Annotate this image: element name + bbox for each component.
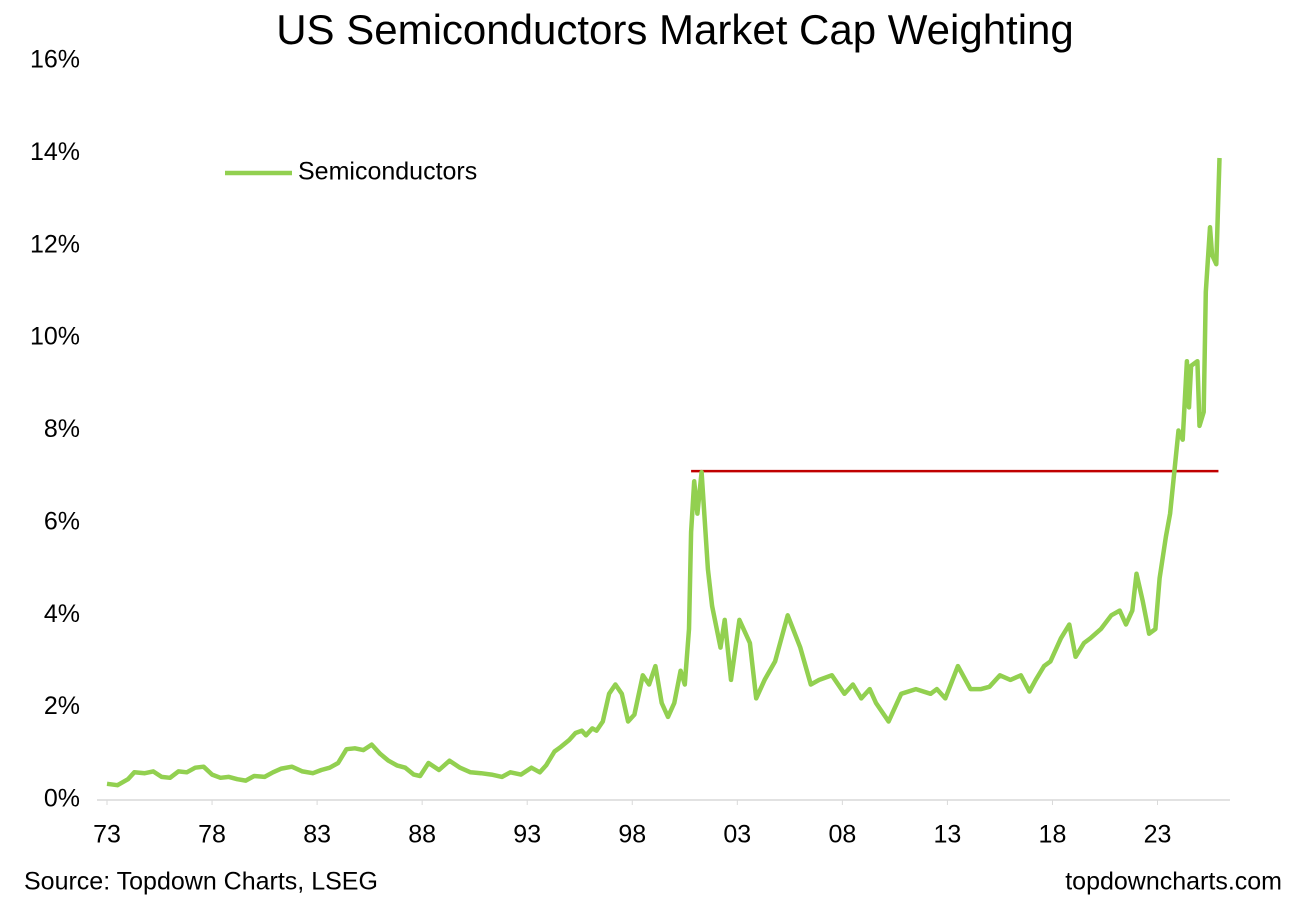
y-tick-label: 4% — [44, 600, 80, 628]
x-tick-label: 83 — [303, 821, 331, 849]
x-tick-label: 98 — [618, 821, 646, 849]
source-note: Source: Topdown Charts, LSEG — [24, 868, 378, 896]
y-tick-label: 14% — [30, 138, 80, 166]
y-tick-label: 8% — [44, 415, 80, 443]
y-tick-label: 16% — [30, 46, 80, 74]
y-tick-label: 6% — [44, 507, 80, 535]
data-line — [106, 157, 1222, 788]
website: topdowncharts.com — [1065, 868, 1282, 896]
x-tick-label: 23 — [1144, 821, 1172, 849]
x-tick-label: 78 — [198, 821, 226, 849]
x-tick-label: 73 — [93, 821, 121, 849]
x-tick-label: 93 — [513, 821, 541, 849]
legend-label: Semiconductors — [298, 158, 477, 186]
y-tick-label: 0% — [44, 785, 80, 813]
x-tick-label: 08 — [828, 821, 856, 849]
y-tick-label: 2% — [44, 692, 80, 720]
x-tick-label: 88 — [408, 821, 436, 849]
x-tick-label: 18 — [1039, 821, 1067, 849]
chart-title: US Semiconductors Market Cap Weighting — [276, 6, 1074, 53]
x-tick-label: 03 — [723, 821, 751, 849]
y-tick-label: 12% — [30, 230, 80, 258]
x-tick-label: 13 — [934, 821, 962, 849]
y-tick-label: 10% — [30, 323, 80, 351]
